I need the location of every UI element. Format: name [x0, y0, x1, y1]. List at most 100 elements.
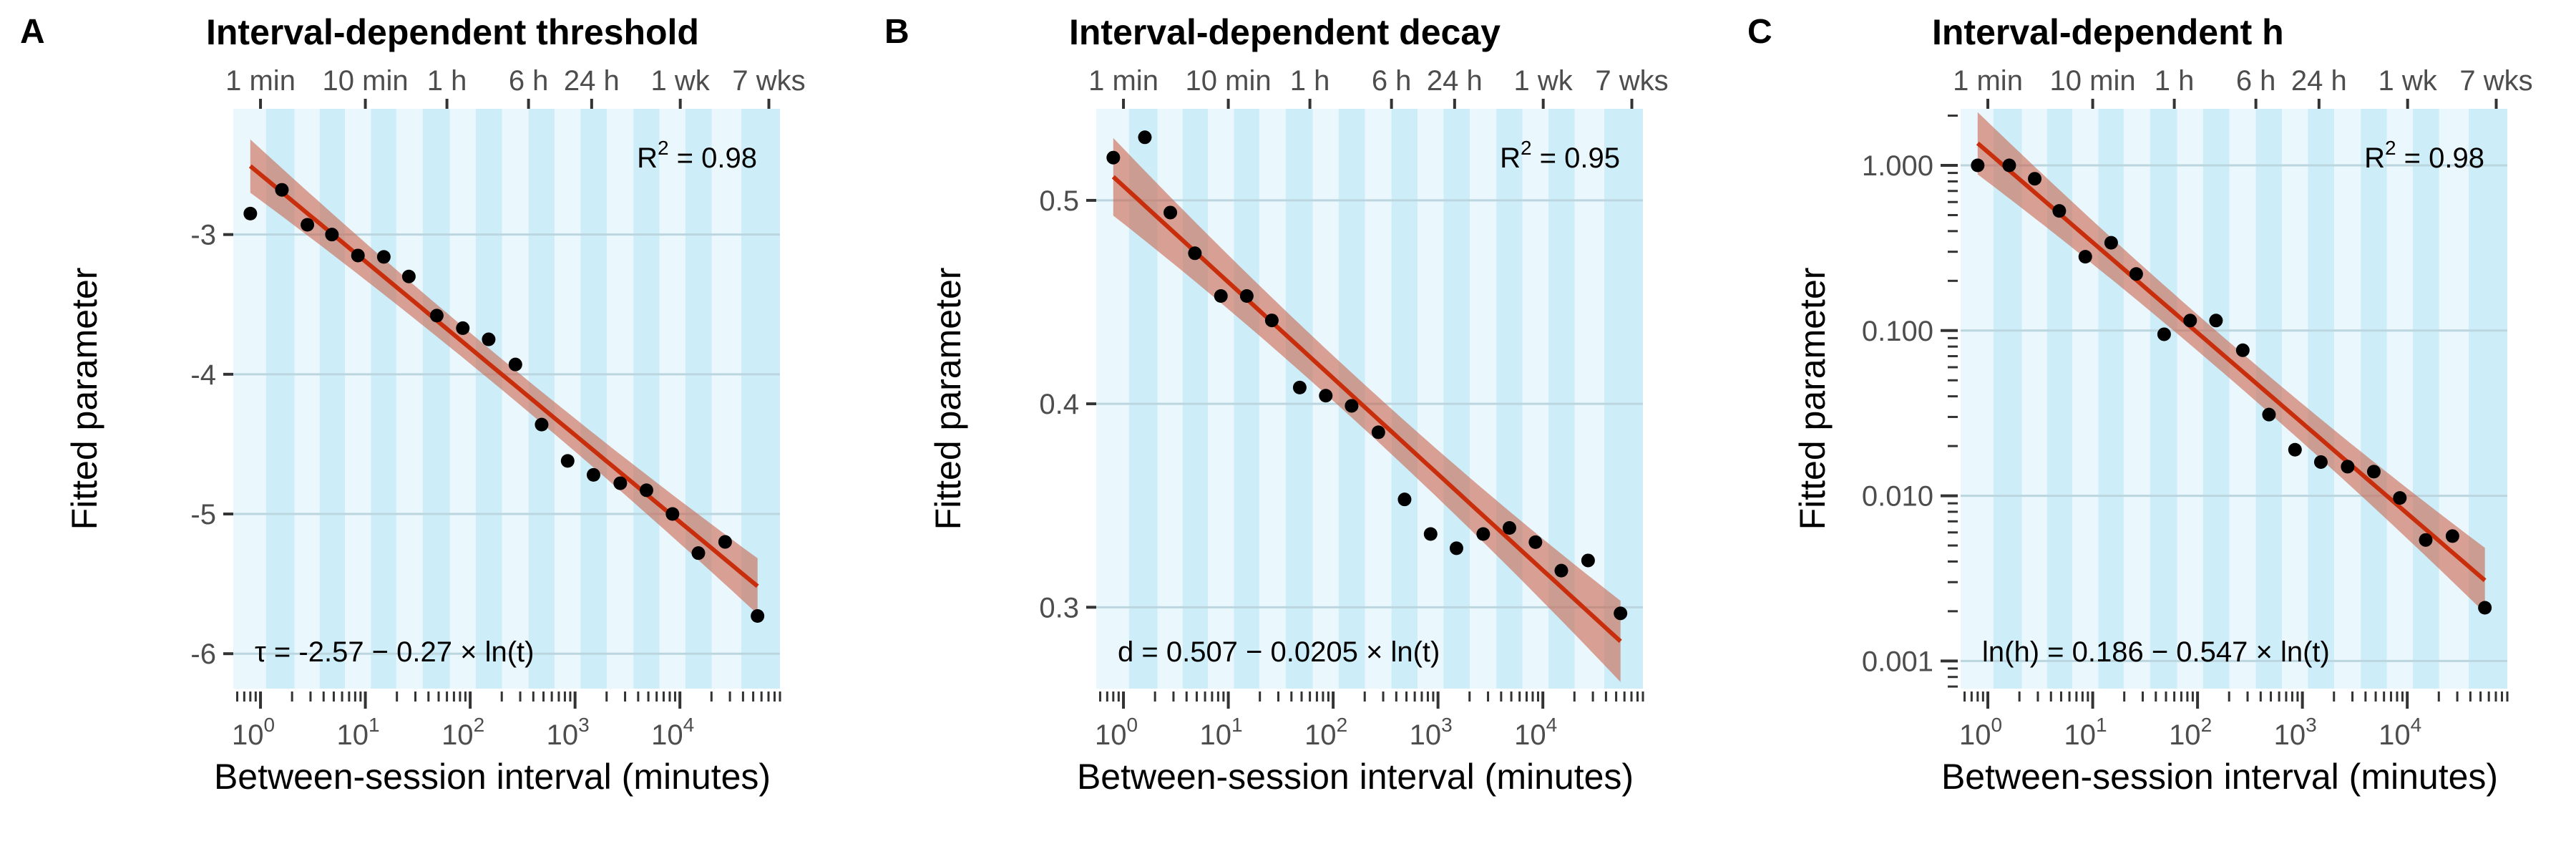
x-tick-label: 102 [1304, 714, 1347, 751]
y-tick-label: 0.5 [1039, 185, 1079, 217]
data-point [301, 218, 315, 232]
top-axis-label: 1 wk [2379, 65, 2438, 97]
x-tick-label: 101 [337, 714, 380, 751]
y-axis-title: Fitted parameter [64, 268, 104, 530]
background-band [1961, 109, 1994, 689]
data-point [665, 507, 680, 521]
top-axis-label: 10 min [2050, 65, 2136, 97]
panel-c: 1 min 10 min 1 h 6 h 24 h 1 wk 7 wks 100 101 102 1… [1747, 12, 2533, 797]
y-tick-label: 0.001 [1862, 646, 1933, 677]
panel-title: Interval-dependent threshold [206, 12, 699, 52]
background-band [607, 109, 634, 689]
background-band [396, 109, 423, 689]
y-tick-label: -4 [190, 359, 216, 391]
data-point [1188, 246, 1202, 261]
data-point [2313, 455, 2328, 469]
background-band [1496, 109, 1523, 689]
panel-title: Interval-dependent h [1932, 12, 2284, 52]
x-tick-label: 100 [1959, 714, 2002, 751]
panel-a: 1 min 10 min 1 h 6 h 24 h 1 wk 7 wks 100 101 102 1… [20, 12, 806, 797]
top-axis-label: 24 h [2291, 65, 2347, 97]
top-axis-label: 7 wks [1595, 65, 1668, 97]
data-point [1528, 535, 1543, 549]
background-band [233, 109, 266, 689]
top-axis-label: 1 wk [651, 65, 711, 97]
data-point [1476, 527, 1491, 541]
data-point [2478, 601, 2492, 615]
panel-letter: C [1747, 13, 1772, 51]
data-point [2366, 465, 2381, 479]
y-tick-label: 0.4 [1039, 389, 1079, 420]
fit-equation: ln(h) = 0.186 − 0.547 × ln(t) [1982, 636, 2330, 668]
x-tick-label: 100 [232, 714, 275, 751]
background-band [2202, 109, 2230, 689]
top-axis-label: 24 h [1427, 65, 1483, 97]
y-tick-label: -6 [190, 639, 216, 670]
top-axis-label: 1 min [1953, 65, 2023, 97]
data-point [456, 321, 470, 335]
data-point [691, 546, 706, 560]
x-tick-label: 102 [2169, 714, 2212, 751]
x-tick-label: 100 [1095, 714, 1138, 751]
r-squared-label: R2 = 0.98 [2364, 137, 2484, 174]
background-band [2072, 109, 2099, 689]
y-tick-label: 0.100 [1862, 316, 1933, 347]
top-axis-label: 1 h [427, 65, 467, 97]
data-point [376, 250, 391, 264]
fit-equation: d = 0.507 − 0.0205 × ln(t) [1118, 636, 1440, 668]
top-axis-label: 1 min [1088, 65, 1158, 97]
data-point [2183, 314, 2197, 328]
background-band [659, 109, 686, 689]
data-point [2235, 343, 2250, 357]
background-band [2098, 109, 2124, 689]
background-band [1234, 109, 1259, 689]
background-band [449, 109, 476, 689]
data-point [508, 357, 522, 372]
data-point [2262, 407, 2276, 422]
x-tick-label: 104 [1514, 714, 1557, 751]
data-point [351, 248, 365, 263]
data-point [639, 483, 653, 498]
background-band [2150, 109, 2177, 689]
y-tick-label: 0.3 [1039, 592, 1079, 623]
data-point [560, 454, 575, 468]
background-band [1443, 109, 1470, 689]
data-point [1214, 288, 1228, 303]
data-point [325, 228, 339, 242]
background-band [345, 109, 371, 689]
data-point [1319, 389, 1333, 403]
data-point [1345, 399, 1359, 413]
y-tick-label: 0.010 [1862, 481, 1933, 513]
data-point [1138, 130, 1152, 145]
data-point [1264, 314, 1279, 328]
top-axis-label: 1 h [2155, 65, 2195, 97]
data-point [718, 535, 732, 549]
data-point [1971, 158, 1985, 173]
top-axis-label: 1 wk [1514, 65, 1574, 97]
background-band [2412, 109, 2439, 689]
top-axis-label: 24 h [564, 65, 620, 97]
x-tick-label: 104 [651, 714, 694, 751]
data-point [1239, 288, 1254, 303]
background-band [1993, 109, 2022, 689]
background-band [2308, 109, 2335, 689]
y-tick-label: -3 [190, 220, 216, 251]
background-band [319, 109, 346, 689]
data-point [2393, 491, 2407, 505]
data-point [535, 417, 549, 432]
data-point [1423, 527, 1438, 541]
data-point [2052, 204, 2067, 218]
background-band [685, 109, 712, 689]
background-band [1259, 109, 1286, 689]
top-axis-label: 1 min [225, 65, 296, 97]
background-band [1470, 109, 1497, 689]
data-point [2002, 158, 2016, 173]
x-tick-label: 101 [2064, 714, 2107, 751]
data-point [1449, 541, 1463, 555]
panel-b: 1 min 10 min 1 h 6 h 24 h 1 wk 7 wks 100 101 102 1… [884, 12, 1669, 797]
top-axis-label: 1 h [1290, 65, 1330, 97]
r-squared-label: R2 = 0.98 [637, 137, 757, 174]
data-point [275, 183, 289, 197]
background-band [555, 109, 581, 689]
